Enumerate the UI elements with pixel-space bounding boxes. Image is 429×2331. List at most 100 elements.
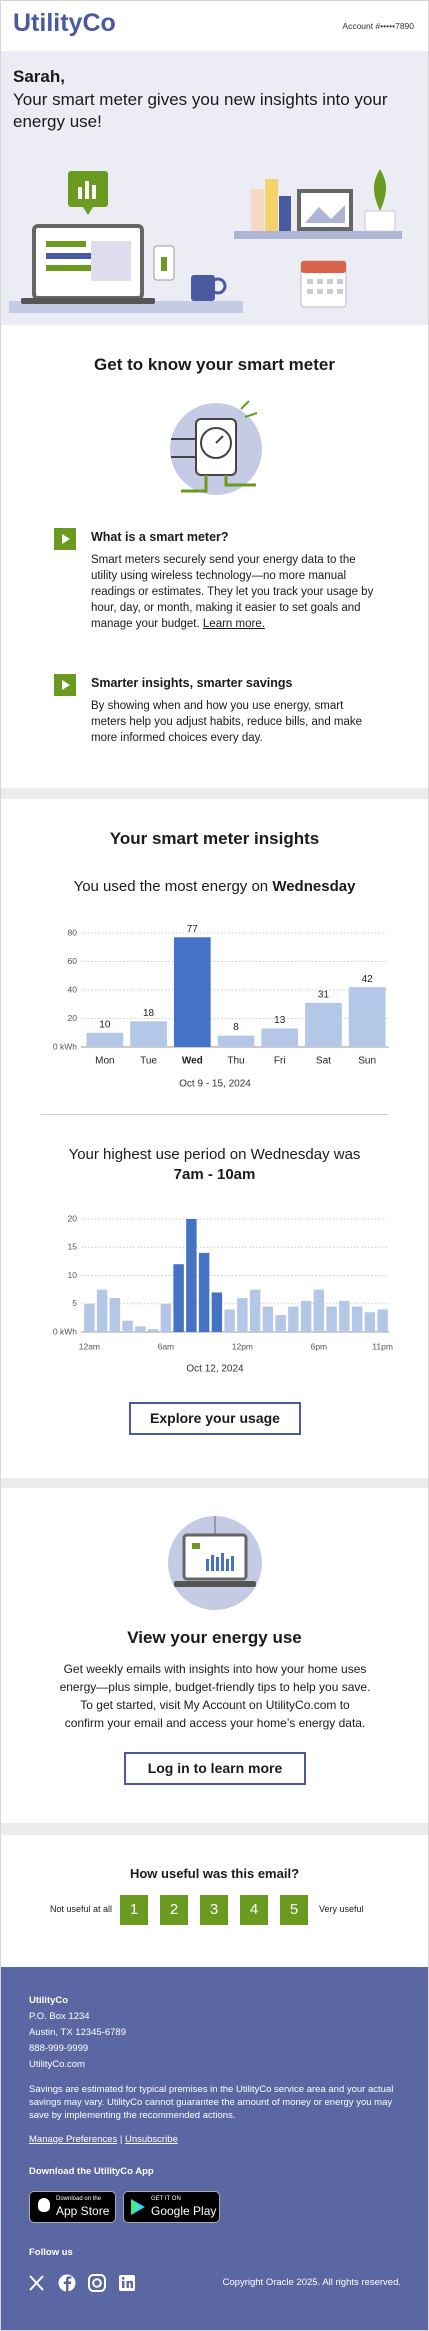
bar <box>186 1219 197 1332</box>
y-tick-label: 20 <box>68 1013 78 1023</box>
bar <box>313 1289 325 1332</box>
x-tick-label: 6pm <box>311 1341 328 1351</box>
rating-option[interactable]: 3 <box>200 1895 228 1925</box>
badge-small: GET IT ON <box>151 2196 181 2202</box>
bar <box>300 1300 312 1332</box>
google-play-badge[interactable]: GET IT ON Google Play <box>123 2191 220 2223</box>
x-tick-label: Tue <box>140 1056 157 1067</box>
section-divider <box>1 1823 428 1835</box>
footer-contact: UtilityCo P.O. Box 1234 Austin, TX 12345… <box>29 1993 399 2180</box>
bar <box>364 1312 376 1332</box>
apple-icon <box>38 2198 50 2212</box>
footer-address: P.O. Box 1234 <box>29 2011 90 2022</box>
chart-title-emphasis: Wednesday <box>272 878 356 895</box>
x-axis-caption: Oct 9 - 15, 2024 <box>179 1079 251 1090</box>
headline: Your smart meter gives you new insights … <box>13 90 388 131</box>
bar <box>160 1303 172 1332</box>
app-store-badge[interactable]: Download on the App Store <box>29 2191 116 2223</box>
logo[interactable]: UtilityCo <box>13 9 116 37</box>
x-tick-label: Sat <box>316 1056 331 1067</box>
item-body: By showing when and how you use energy, … <box>91 700 363 744</box>
footer-address: Austin, TX 12345-6789 <box>29 2027 127 2038</box>
item-icon <box>54 674 76 696</box>
x-tick-label: 12pm <box>232 1341 253 1351</box>
x-tick-label: Thu <box>227 1056 244 1067</box>
value-label: 13 <box>274 1015 286 1026</box>
learn-more-link[interactable]: Learn more. <box>202 618 265 630</box>
bar <box>211 1292 223 1332</box>
bar <box>147 1329 159 1332</box>
bar <box>305 1002 342 1047</box>
x-axis-caption: Oct 12, 2024 <box>186 1364 244 1375</box>
x-icon[interactable] <box>29 2275 44 2291</box>
bar <box>173 1264 184 1332</box>
item-body: Smart meters securely send your energy d… <box>91 552 381 632</box>
survey-low-label: Not useful at all <box>49 1904 112 1914</box>
bar <box>84 1303 95 1332</box>
bar <box>198 1252 210 1332</box>
value-label: 10 <box>99 1019 111 1030</box>
x-tick-label: Mon <box>95 1056 114 1067</box>
bar <box>96 1289 108 1332</box>
chart-title-emphasis: 7am - 10am <box>173 1166 256 1183</box>
item-title: What is a smart meter? <box>91 530 229 544</box>
section-title: Get to know your smart meter <box>94 355 335 374</box>
explore-button[interactable]: Explore your usage <box>129 1402 301 1435</box>
rating-option[interactable]: 2 <box>160 1895 188 1925</box>
survey-question: How useful was this email? <box>129 1866 300 1881</box>
bar <box>339 1300 350 1332</box>
y-tick-label: 20 <box>68 1213 78 1223</box>
meter-illustration <box>170 400 262 495</box>
survey-high-label: Very useful <box>319 1904 364 1914</box>
footer-phone: 888-999-9999 <box>29 2043 89 2054</box>
bar <box>326 1306 337 1332</box>
bar <box>288 1306 299 1332</box>
facebook-icon[interactable] <box>58 2274 76 2293</box>
account-number: Account #•••••7890 <box>342 21 414 31</box>
social-icons <box>29 2274 135 2293</box>
bar <box>351 1306 363 1332</box>
value-label: 77 <box>187 924 199 935</box>
rating-option[interactable]: 5 <box>280 1895 308 1925</box>
play-icon <box>131 2199 145 2215</box>
y-tick-label: 5 <box>72 1298 77 1308</box>
bar <box>217 1035 255 1047</box>
x-tick-label: 6am <box>158 1341 175 1351</box>
manage-link[interactable]: Manage Preferences <box>29 2134 118 2145</box>
bar <box>249 1289 261 1332</box>
rating-option[interactable]: 4 <box>240 1895 268 1925</box>
energy-illustration <box>168 1516 262 1610</box>
badge-big: App Store <box>56 2204 110 2218</box>
footer-website[interactable]: UtilityCo.com <box>29 2059 85 2070</box>
footer-company: UtilityCo <box>29 1995 69 2006</box>
app-title: Download the UtilityCo App <box>29 2166 154 2177</box>
hourly-chart: 0 kWh 5 10 15 20 12am 6am 12pm 6pm 11pm Oct 12, 20… <box>53 1213 393 1375</box>
bar <box>237 1298 248 1332</box>
bar <box>224 1309 235 1332</box>
rating-option[interactable]: 1 <box>120 1895 148 1925</box>
y-tick-label: 0 kWh <box>53 1326 77 1336</box>
login-button[interactable]: Log in to learn more <box>124 1752 306 1785</box>
value-label: 42 <box>362 974 374 985</box>
chart-title-text: You used the most energy on <box>73 878 269 895</box>
unsubscribe-link[interactable]: Unsubscribe <box>124 2134 178 2145</box>
value-label: 31 <box>318 989 330 1000</box>
weekly-chart: 0 kWh 20 40 60 80 10 Mon 18 Tue 77 Wed 8 Thu 13 Fri 31 S… <box>53 924 389 1090</box>
y-tick-label: 40 <box>68 984 78 994</box>
chart-title: Your highest use period on Wednesday was… <box>1 1145 428 1185</box>
x-tick-label: 11pm <box>372 1341 393 1351</box>
linkedin-icon[interactable] <box>119 2275 135 2291</box>
bar <box>262 1306 274 1332</box>
copyright: Copyright Oracle 2025. All rights reserv… <box>222 2277 401 2288</box>
item-text: Smart meters securely send your energy d… <box>91 554 374 630</box>
footer <box>1 1967 428 2330</box>
instagram-icon[interactable] <box>88 2274 106 2292</box>
y-tick-label: 80 <box>68 927 78 937</box>
badge-big: Google Play <box>151 2204 217 2218</box>
y-tick-label: 15 <box>68 1242 78 1252</box>
energy-body: Get weekly emails with insights into how… <box>59 1662 371 1730</box>
x-tick-label: Sun <box>358 1056 376 1067</box>
y-tick-label: 60 <box>68 956 78 966</box>
chart-title-text: Your highest use period on Wednesday was <box>68 1146 361 1163</box>
value-label: 18 <box>143 1008 155 1019</box>
